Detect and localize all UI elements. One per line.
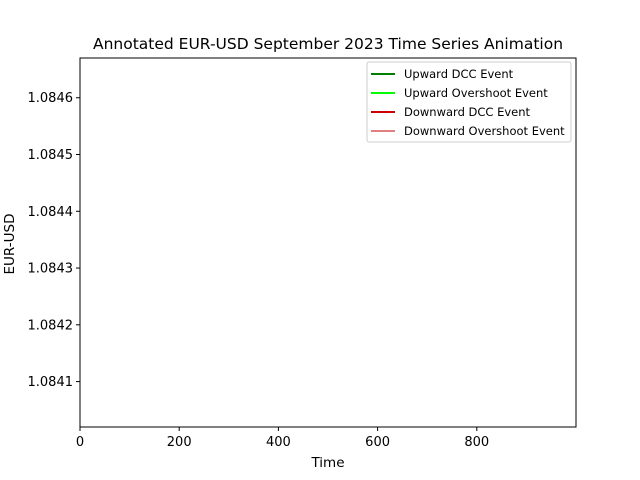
legend-label: Upward Overshoot Event — [404, 86, 548, 100]
y-tick-label: 1.0843 — [28, 262, 74, 277]
y-tick-label: 1.0845 — [28, 148, 74, 163]
x-axis-label: Time — [310, 455, 344, 471]
x-tick-label: 600 — [365, 435, 390, 450]
y-axis-ticks: 1.0841 1.0842 1.0843 1.0844 1.0845 1.0846 — [28, 91, 80, 390]
x-tick-label: 800 — [464, 435, 489, 450]
x-tick-label: 400 — [266, 435, 291, 450]
y-tick-label: 1.0842 — [28, 318, 74, 333]
y-tick-label: 1.0846 — [28, 91, 74, 106]
legend: Upward DCC Event Upward Overshoot Event Do… — [366, 61, 572, 143]
x-tick-label: 0 — [76, 435, 84, 450]
x-tick-label: 200 — [167, 435, 192, 450]
legend-label: Downward Overshoot Event — [404, 124, 565, 138]
legend-label: Downward DCC Event — [404, 105, 531, 119]
legend-frame — [366, 61, 572, 143]
y-tick-label: 1.0841 — [28, 375, 74, 390]
chart-title: Annotated EUR-USD September 2023 Time Se… — [93, 35, 563, 53]
y-tick-label: 1.0844 — [28, 205, 74, 220]
y-axis-label: EUR-USD — [2, 214, 18, 275]
legend-label: Upward DCC Event — [404, 67, 514, 81]
x-axis-ticks: 0 200 400 600 800 — [76, 427, 489, 450]
